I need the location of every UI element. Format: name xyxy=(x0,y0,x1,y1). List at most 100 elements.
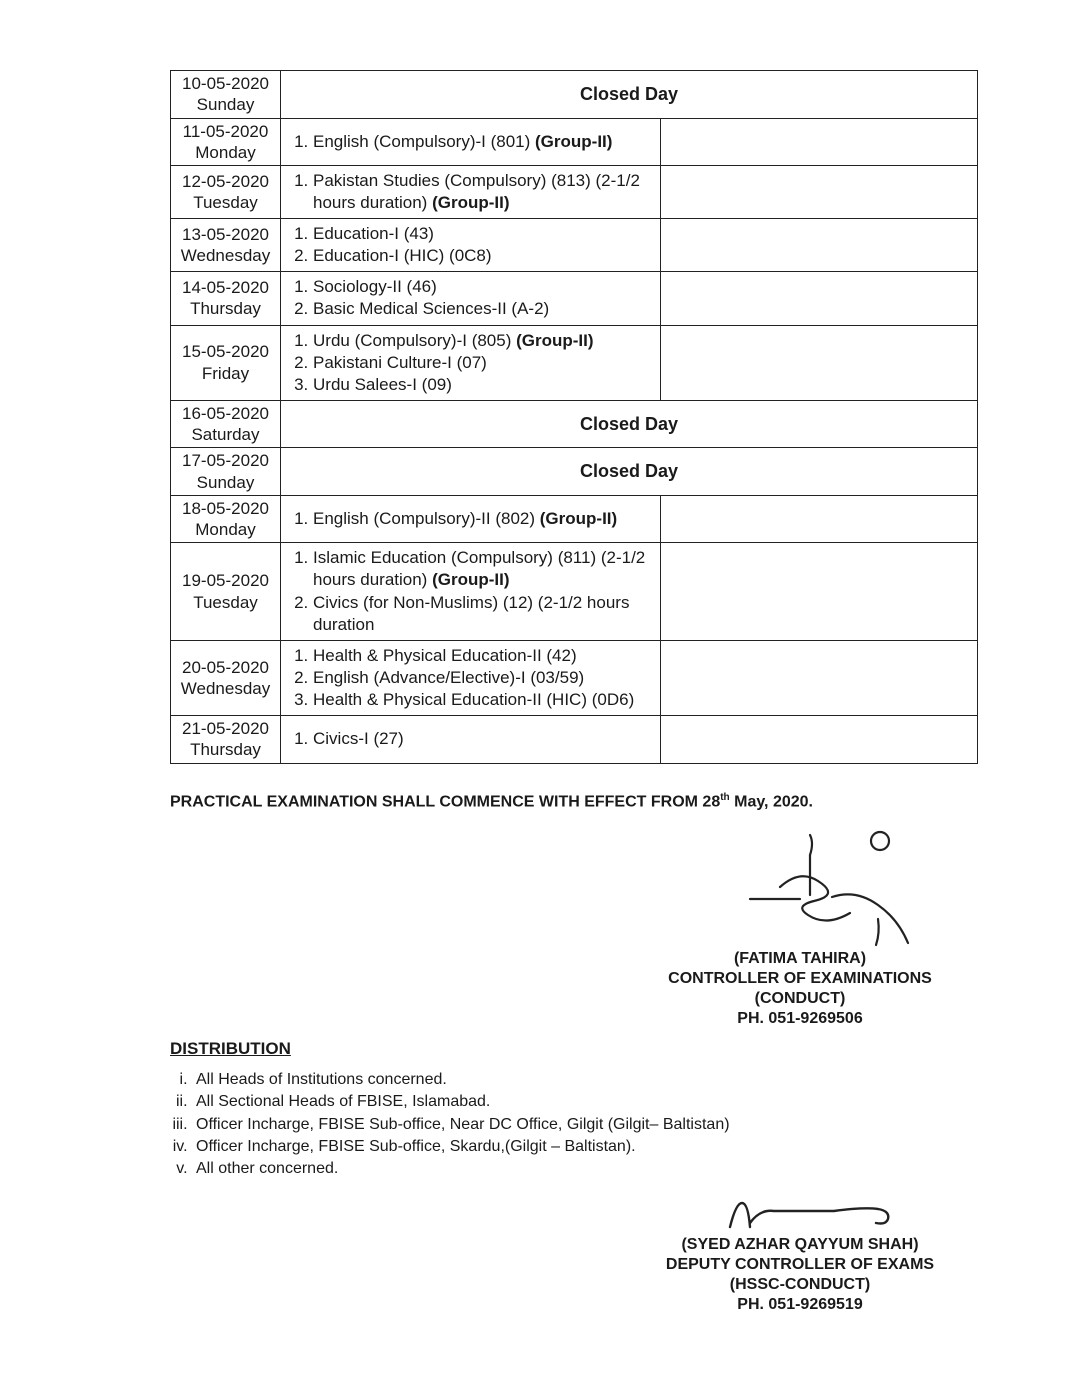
schedule-table: 10-05-2020SundayClosed Day11-05-2020Mond… xyxy=(170,70,978,764)
subject-item: English (Advance/Elective)-I (03/59) xyxy=(313,667,652,689)
subject-item: Health & Physical Education-II (HIC) (0D… xyxy=(313,689,652,711)
blank-cell xyxy=(661,543,978,640)
date-cell: 16-05-2020Saturday xyxy=(171,400,281,448)
schedule-tbody: 10-05-2020SundayClosed Day11-05-2020Mond… xyxy=(171,71,978,764)
subject-item: Urdu (Compulsory)-I (805) (Group-II) xyxy=(313,330,652,352)
closed-day-cell: Closed Day xyxy=(281,448,978,496)
subjects-list: Health & Physical Education-II (42)Engli… xyxy=(289,645,652,711)
subject-item: Pakistan Studies (Compulsory) (813) (2-1… xyxy=(313,170,652,214)
sig2-dept: (HSSC-CONDUCT) xyxy=(640,1275,960,1295)
subjects-list: Urdu (Compulsory)-I (805) (Group-II)Paki… xyxy=(289,330,652,396)
closed-day-cell: Closed Day xyxy=(281,400,978,448)
blank-cell xyxy=(661,640,978,715)
subjects-list: English (Compulsory)-II (802) (Group-II) xyxy=(289,508,652,530)
day-value: Monday xyxy=(179,519,272,540)
day-value: Sunday xyxy=(179,472,272,493)
blank-cell xyxy=(661,166,978,219)
subject-item: Urdu Salees-I (09) xyxy=(313,374,652,396)
sig2-phone: PH. 051-9269519 xyxy=(640,1295,960,1315)
day-value: Tuesday xyxy=(179,592,272,613)
subject-item: English (Compulsory)-I (801) (Group-II) xyxy=(313,131,652,153)
subjects-list: Sociology-II (46)Basic Medical Sciences-… xyxy=(289,276,652,320)
date-cell: 14-05-2020Thursday xyxy=(171,272,281,325)
subjects-cell: Urdu (Compulsory)-I (805) (Group-II)Paki… xyxy=(281,325,661,400)
signature-block-controller: (FATIMA TAHIRA) CONTROLLER OF EXAMINATIO… xyxy=(640,827,960,1029)
date-cell: 21-05-2020Thursday xyxy=(171,716,281,764)
blank-cell xyxy=(661,495,978,543)
blank-cell xyxy=(661,118,978,166)
date-cell: 13-05-2020Wednesday xyxy=(171,219,281,272)
distribution-item: All Sectional Heads of FBISE, Islamabad. xyxy=(192,1091,978,1113)
subjects-list: Islamic Education (Compulsory) (811) (2-… xyxy=(289,547,652,635)
distribution-list: All Heads of Institutions concerned.All … xyxy=(170,1069,978,1181)
blank-cell xyxy=(661,716,978,764)
table-row: 18-05-2020Monday English (Compulsory)-II … xyxy=(171,495,978,543)
subjects-cell: Education-I (43)Education-I (HIC) (0C8) xyxy=(281,219,661,272)
subjects-cell: Islamic Education (Compulsory) (811) (2-… xyxy=(281,543,661,640)
subject-item: Education-I (43) xyxy=(313,223,652,245)
subjects-cell: Health & Physical Education-II (42)Engli… xyxy=(281,640,661,715)
subject-item: Civics (for Non-Muslims) (12) (2-1/2 hou… xyxy=(313,592,652,636)
date-value: 16-05-2020 xyxy=(179,403,272,424)
date-value: 17-05-2020 xyxy=(179,450,272,471)
practical-notice: PRACTICAL EXAMINATION SHALL COMMENCE WIT… xyxy=(170,792,978,811)
distribution-heading: DISTRIBUTION xyxy=(170,1039,978,1059)
subjects-cell: English (Compulsory)-II (802) (Group-II) xyxy=(281,495,661,543)
subjects-cell: Civics-I (27) xyxy=(281,716,661,764)
subjects-list: English (Compulsory)-I (801) (Group-II) xyxy=(289,131,652,153)
date-cell: 17-05-2020Sunday xyxy=(171,448,281,496)
day-value: Friday xyxy=(179,363,272,384)
subject-item: Civics-I (27) xyxy=(313,728,652,750)
date-value: 11-05-2020 xyxy=(179,121,272,142)
date-value: 14-05-2020 xyxy=(179,277,272,298)
table-row: 13-05-2020WednesdayEducation-I (43)Educa… xyxy=(171,219,978,272)
table-row: 19-05-2020Tuesday Islamic Education (Comp… xyxy=(171,543,978,640)
document-page: 10-05-2020SundayClosed Day11-05-2020Mond… xyxy=(0,0,1068,1375)
day-value: Thursday xyxy=(179,739,272,760)
date-cell: 11-05-2020Monday xyxy=(171,118,281,166)
sig1-phone: PH. 051-9269506 xyxy=(640,1009,960,1029)
subjects-list: Education-I (43)Education-I (HIC) (0C8) xyxy=(289,223,652,267)
subjects-cell: Pakistan Studies (Compulsory) (813) (2-1… xyxy=(281,166,661,219)
day-value: Thursday xyxy=(179,298,272,319)
date-cell: 15-05-2020Friday xyxy=(171,325,281,400)
sig1-dept: (CONDUCT) xyxy=(640,989,960,1009)
date-cell: 19-05-2020Tuesday xyxy=(171,543,281,640)
sig1-name: (FATIMA TAHIRA) xyxy=(640,949,960,969)
date-value: 18-05-2020 xyxy=(179,498,272,519)
date-value: 10-05-2020 xyxy=(179,73,272,94)
sig1-title: CONTROLLER OF EXAMINATIONS xyxy=(640,969,960,989)
table-row: 17-05-2020SundayClosed Day xyxy=(171,448,978,496)
subjects-cell: Sociology-II (46)Basic Medical Sciences-… xyxy=(281,272,661,325)
subject-item: Basic Medical Sciences-II (A-2) xyxy=(313,298,652,320)
table-row: 20-05-2020Wednesday Health & Physical Edu… xyxy=(171,640,978,715)
table-row: 21-05-2020Thursday Civics-I (27) xyxy=(171,716,978,764)
subjects-list: Civics-I (27) xyxy=(289,728,652,750)
distribution-item: Officer Incharge, FBISE Sub-office, Skar… xyxy=(192,1136,978,1158)
date-cell: 10-05-2020Sunday xyxy=(171,71,281,119)
blank-cell xyxy=(661,272,978,325)
day-value: Wednesday xyxy=(179,678,272,699)
subject-item: Health & Physical Education-II (42) xyxy=(313,645,652,667)
date-cell: 12-05-2020Tuesday xyxy=(171,166,281,219)
day-value: Wednesday xyxy=(179,245,272,266)
subject-item: Sociology-II (46) xyxy=(313,276,652,298)
subjects-cell: English (Compulsory)-I (801) (Group-II) xyxy=(281,118,661,166)
blank-cell xyxy=(661,219,978,272)
subject-item: English (Compulsory)-II (802) (Group-II) xyxy=(313,508,652,530)
table-row: 11-05-2020Monday English (Compulsory)-I (… xyxy=(171,118,978,166)
sig2-name: (SYED AZHAR QAYYUM SHAH) xyxy=(640,1235,960,1255)
distribution-item: Officer Incharge, FBISE Sub-office, Near… xyxy=(192,1114,978,1136)
date-value: 19-05-2020 xyxy=(179,570,272,591)
date-value: 20-05-2020 xyxy=(179,657,272,678)
subject-item: Islamic Education (Compulsory) (811) (2-… xyxy=(313,547,652,591)
day-value: Tuesday xyxy=(179,192,272,213)
blank-cell xyxy=(661,325,978,400)
signature-scribble-2 xyxy=(700,1199,900,1233)
date-value: 12-05-2020 xyxy=(179,171,272,192)
table-row: 16-05-2020SaturdayClosed Day xyxy=(171,400,978,448)
date-value: 13-05-2020 xyxy=(179,224,272,245)
sig2-title: DEPUTY CONTROLLER OF EXAMS xyxy=(640,1255,960,1275)
date-value: 15-05-2020 xyxy=(179,341,272,362)
subject-item: Pakistani Culture-I (07) xyxy=(313,352,652,374)
